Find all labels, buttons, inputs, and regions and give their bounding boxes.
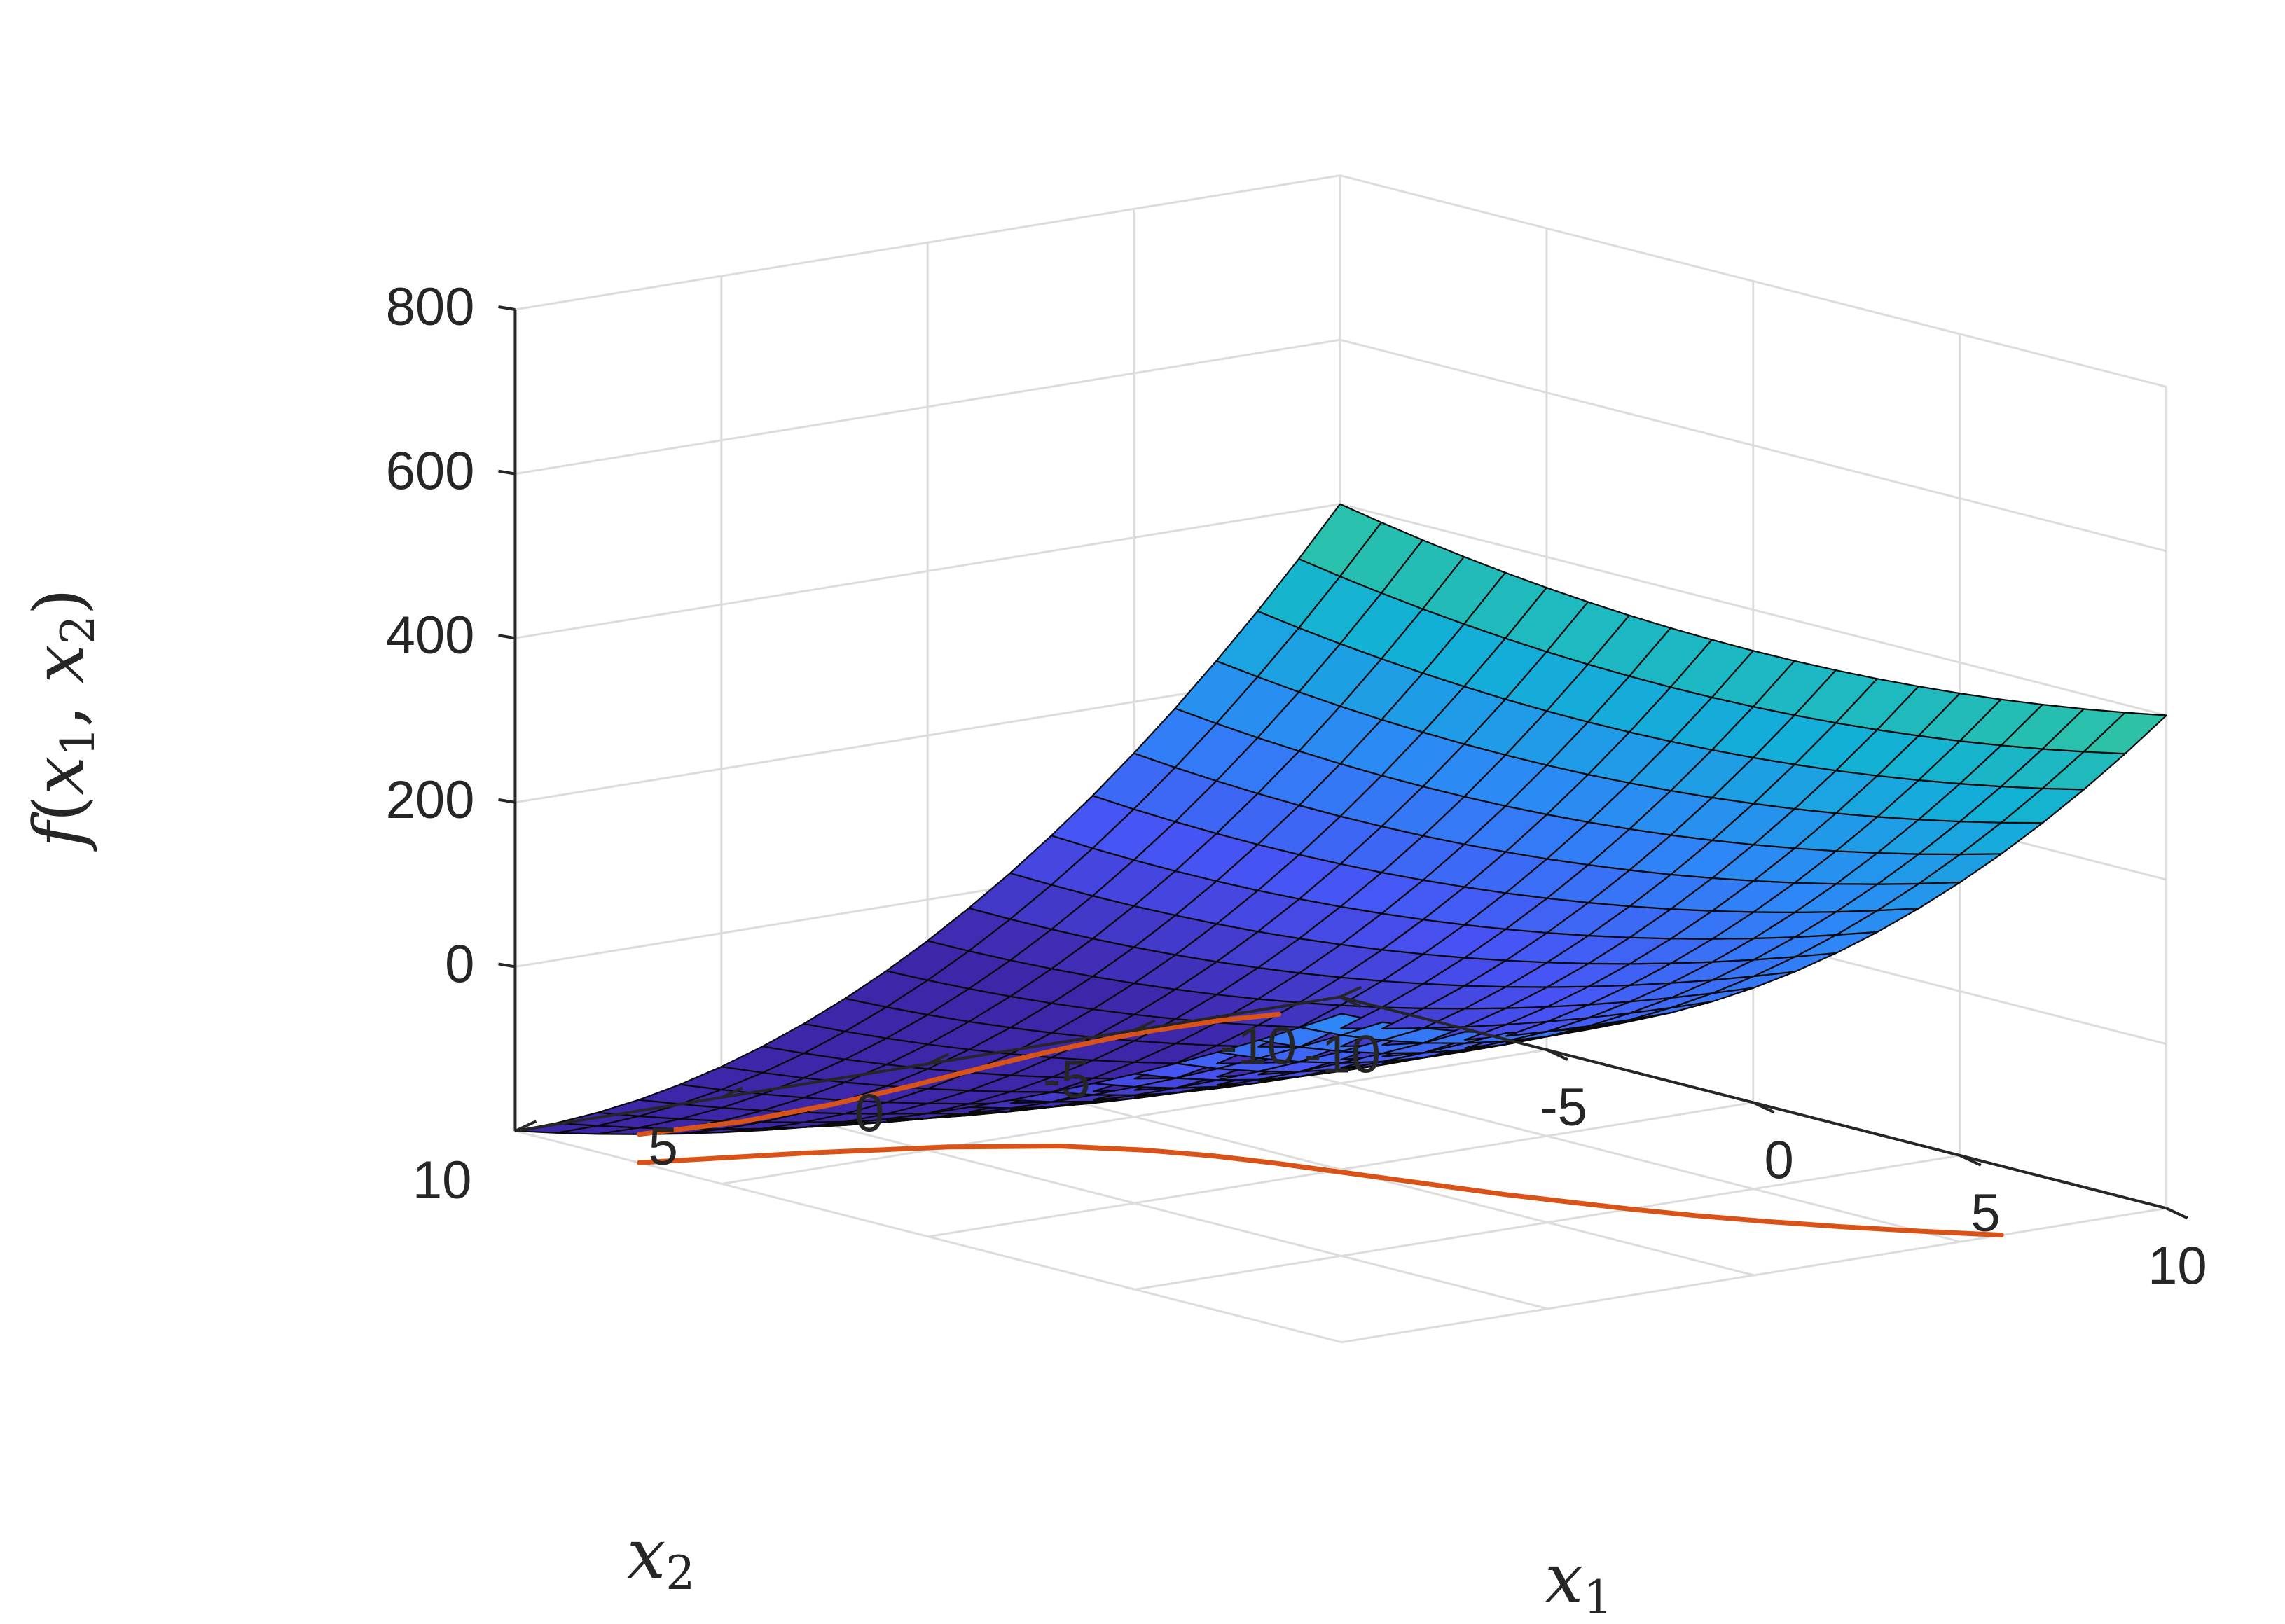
grid-z xyxy=(515,338,2167,553)
z-tick-label: 800 xyxy=(386,277,475,337)
x1-tick xyxy=(1959,1154,1982,1167)
z-tick-label: 200 xyxy=(386,770,475,830)
z-tick xyxy=(498,469,516,476)
x1-tick-label: 0 xyxy=(1765,1130,1794,1190)
x2-tick-label: 0 xyxy=(855,1083,884,1143)
x2-tick-label: 5 xyxy=(649,1117,678,1177)
surface-cell xyxy=(2083,712,2167,755)
x2-axis-label: x2 xyxy=(627,1515,695,1600)
x1-tick xyxy=(1752,1101,1775,1114)
x1-tick-label: 5 xyxy=(1970,1184,2000,1243)
x2-tick xyxy=(514,1120,537,1132)
z-tick-label: 0 xyxy=(445,934,474,994)
surface-contour-line xyxy=(636,1011,1282,1137)
x1-axis-label: x1 xyxy=(1545,1539,1613,1624)
z-tick xyxy=(498,962,516,969)
x2-tick xyxy=(927,1053,950,1066)
grid-z xyxy=(515,174,2167,388)
z-tick xyxy=(498,634,516,640)
floor-contour-line xyxy=(636,1144,2004,1238)
surface-curve xyxy=(636,1011,1282,1137)
z-tick xyxy=(498,305,516,311)
z-tick-label: 400 xyxy=(386,606,475,665)
x2-tick-label: 10 xyxy=(413,1151,472,1210)
x2-tick xyxy=(721,1086,743,1099)
x1-tick xyxy=(1339,995,1362,1008)
x1-tick-label: 10 xyxy=(2148,1236,2207,1296)
tick-marks: 0 200 400 600 800 -10 -5 0 5 10 -10 -5 0 5 10 xyxy=(386,277,2207,1296)
floor-curve xyxy=(636,1144,2004,1238)
z-axis-label: f(x1, x2) xyxy=(20,588,105,852)
x1-tick xyxy=(1546,1048,1568,1061)
x1-tick-label: -10 xyxy=(1304,1025,1381,1085)
z-tick-label: 600 xyxy=(386,442,475,501)
x2-tick-label: -10 xyxy=(1220,1017,1297,1076)
x1-tick xyxy=(2165,1207,2188,1220)
x2-tick-label: -5 xyxy=(1043,1050,1091,1109)
surface-mesh xyxy=(514,503,2167,1135)
x1-tick-label: -5 xyxy=(1540,1078,1587,1137)
z-tick xyxy=(498,798,516,804)
x2-tick xyxy=(1133,1019,1156,1032)
x2-tick xyxy=(1339,985,1362,999)
